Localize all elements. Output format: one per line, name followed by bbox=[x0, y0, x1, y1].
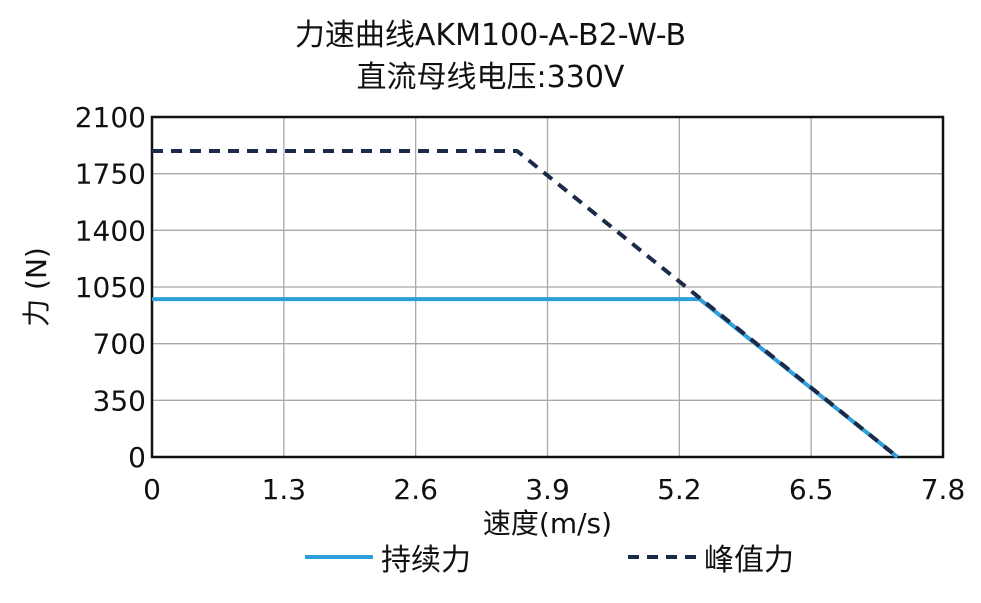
series-line-peak bbox=[152, 149, 899, 459]
x-tick-label: 2.6 bbox=[393, 473, 438, 506]
legend-item-peak: 峰值力 bbox=[628, 535, 794, 579]
y-axis-label: 力 (N) bbox=[20, 247, 53, 327]
y-tick-label: 1750 bbox=[75, 158, 146, 191]
x-tick-label: 0 bbox=[143, 473, 161, 506]
y-tick-label: 700 bbox=[93, 328, 146, 361]
y-tick-label: 0 bbox=[128, 441, 146, 474]
x-tick-label: 6.5 bbox=[789, 473, 834, 506]
legend-label-peak: 峰值力 bbox=[704, 543, 794, 578]
force-speed-chart: 0 1.3 2.6 3.9 5.2 6.5 7.8 0 350 700 1050 1400 1750 21… bbox=[20, 101, 966, 540]
x-tick-label: 3.9 bbox=[525, 473, 570, 506]
y-tick-label: 1400 bbox=[75, 214, 146, 247]
y-tick-label: 2100 bbox=[75, 101, 146, 134]
plot-frame bbox=[150, 115, 945, 459]
chart-subtitle: 直流母线电压:330V bbox=[356, 60, 625, 95]
series-line-continuous bbox=[152, 297, 899, 459]
legend-swatch-continuous bbox=[305, 555, 373, 559]
x-tick-label: 7.8 bbox=[921, 473, 966, 506]
x-axis-label: 速度(m/s) bbox=[483, 507, 612, 540]
legend-swatch-peak bbox=[628, 555, 696, 559]
x-tick-label: 5.2 bbox=[657, 473, 702, 506]
legend-label-continuous: 持续力 bbox=[381, 543, 471, 578]
legend-item-continuous: 持续力 bbox=[305, 535, 471, 579]
y-tick-label: 1050 bbox=[75, 271, 146, 304]
y-tick-label: 350 bbox=[93, 384, 146, 417]
x-tick-label: 1.3 bbox=[262, 473, 307, 506]
chart-title: 力速曲线AKM100-A-B2-W-B bbox=[294, 18, 687, 53]
